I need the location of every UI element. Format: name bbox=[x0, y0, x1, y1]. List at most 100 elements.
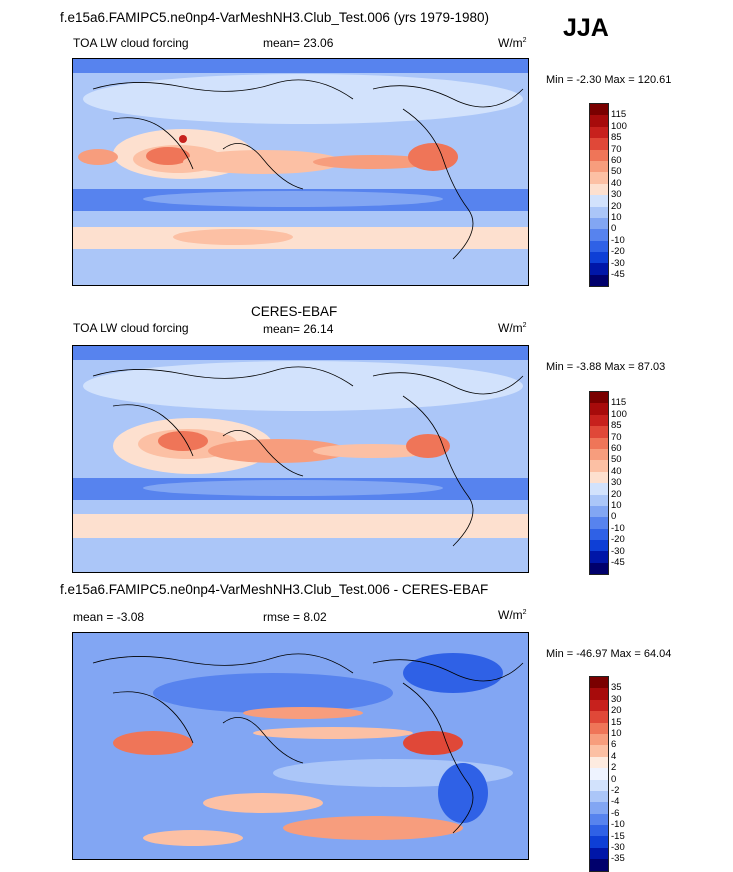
colorbar-segment bbox=[590, 448, 608, 461]
colorbar-segment bbox=[590, 813, 608, 826]
colorbar-tick-label: -30 bbox=[611, 545, 625, 557]
panel-1-mean: mean= 23.06 bbox=[263, 36, 334, 50]
colorbar-segment bbox=[590, 790, 608, 803]
colorbar-segment bbox=[590, 528, 608, 541]
colorbar-tick-label: 35 bbox=[611, 682, 622, 694]
colorbar-tick-label: -10 bbox=[611, 819, 625, 831]
colorbar-segment bbox=[590, 240, 608, 253]
colorbar-tick-label: -2 bbox=[611, 785, 620, 796]
panel-3-colorbar bbox=[589, 676, 609, 872]
colorbar-tick-label: -45 bbox=[611, 557, 625, 568]
colorbar-segment bbox=[590, 699, 608, 712]
panel-2-map bbox=[72, 345, 529, 573]
colorbar-segment bbox=[590, 505, 608, 518]
colorbar-segment bbox=[590, 426, 608, 438]
colorbar-segment bbox=[590, 195, 608, 207]
colorbar-tick-label: 10 bbox=[611, 500, 622, 511]
colorbar-segment bbox=[590, 688, 608, 700]
colorbar-segment bbox=[590, 847, 608, 860]
panel-1-map bbox=[72, 58, 529, 286]
colorbar-tick-label: 70 bbox=[611, 143, 622, 155]
colorbar-tick-label: 2 bbox=[611, 762, 617, 774]
colorbar-segment bbox=[590, 733, 608, 746]
panel-3-units: W/m2 bbox=[498, 608, 527, 622]
colorbar-segment bbox=[590, 517, 608, 529]
panel-3-rmse: rmse = 8.02 bbox=[263, 610, 327, 624]
colorbar-segment bbox=[590, 494, 608, 506]
colorbar-tick-label: 85 bbox=[611, 132, 622, 144]
colorbar-segment bbox=[590, 768, 608, 780]
colorbar-tick-label: 40 bbox=[611, 177, 622, 189]
colorbar-segment bbox=[590, 126, 608, 139]
colorbar-tick-label: 40 bbox=[611, 465, 622, 477]
panel-3-title: f.e15a6.FAMIPC5.ne0np4-VarMeshNH3.Club_T… bbox=[60, 582, 489, 597]
colorbar-tick-label: 115 bbox=[611, 397, 627, 409]
colorbar-segment bbox=[590, 172, 608, 184]
colorbar-segment bbox=[590, 483, 608, 495]
colorbar-tick-label: 15 bbox=[611, 716, 622, 728]
panel-2-title: CERES-EBAF bbox=[251, 304, 338, 319]
colorbar-segment bbox=[590, 722, 608, 734]
colorbar-segment bbox=[590, 392, 608, 404]
colorbar-tick-label: 20 bbox=[611, 200, 622, 212]
colorbar-segment bbox=[590, 437, 608, 449]
colorbar-tick-label: 6 bbox=[611, 739, 617, 751]
panel-1-minmax: Min = -2.30 Max = 120.61 bbox=[546, 74, 672, 86]
colorbar-segment bbox=[590, 460, 608, 472]
colorbar-tick-label: -15 bbox=[611, 830, 625, 842]
colorbar-segment bbox=[590, 263, 608, 275]
colorbar-segment bbox=[590, 115, 608, 127]
panel-2-mean: mean= 26.14 bbox=[263, 322, 334, 336]
colorbar-segment bbox=[590, 756, 608, 769]
panel-1-variable-label: TOA LW cloud forcing bbox=[73, 36, 189, 50]
colorbar-segment bbox=[590, 779, 608, 791]
colorbar-tick-label: 30 bbox=[611, 189, 622, 201]
panel-2-contour-field bbox=[73, 346, 528, 572]
colorbar-segment bbox=[590, 551, 608, 563]
colorbar-tick-label: 60 bbox=[611, 443, 622, 454]
colorbar-segment bbox=[590, 540, 608, 552]
panel-1-contour-field bbox=[73, 59, 528, 285]
colorbar-tick-label: 100 bbox=[611, 120, 627, 132]
colorbar-tick-label: -20 bbox=[611, 534, 625, 546]
panel-2-colorbar bbox=[589, 391, 609, 576]
panel-1-colorbar bbox=[589, 103, 609, 288]
colorbar-segment bbox=[590, 414, 608, 427]
colorbar-segment bbox=[590, 217, 608, 230]
colorbar-tick-label: 0 bbox=[611, 511, 617, 523]
colorbar-tick-label: 0 bbox=[611, 223, 617, 235]
colorbar-tick-label: 30 bbox=[611, 477, 622, 489]
colorbar-segment bbox=[590, 229, 608, 241]
colorbar-segment bbox=[590, 802, 608, 814]
colorbar-segment bbox=[590, 677, 608, 689]
colorbar-segment bbox=[590, 825, 608, 837]
colorbar-segment bbox=[590, 859, 608, 871]
colorbar-tick-label: -35 bbox=[611, 853, 625, 865]
colorbar-tick-label: -30 bbox=[611, 842, 625, 853]
colorbar-tick-label: -30 bbox=[611, 257, 625, 269]
colorbar-segment bbox=[590, 149, 608, 161]
colorbar-segment bbox=[590, 252, 608, 264]
colorbar-tick-label: 115 bbox=[611, 109, 627, 121]
colorbar-tick-label: -45 bbox=[611, 269, 625, 280]
panel-3-minmax: Min = -46.97 Max = 64.04 bbox=[546, 648, 672, 660]
colorbar-tick-label: 20 bbox=[611, 488, 622, 500]
colorbar-tick-label: 30 bbox=[611, 693, 622, 705]
colorbar-tick-label: 10 bbox=[611, 212, 622, 223]
colorbar-tick-label: 50 bbox=[611, 166, 622, 178]
colorbar-segment bbox=[590, 183, 608, 196]
panel-2-minmax: Min = -3.88 Max = 87.03 bbox=[546, 361, 666, 373]
colorbar-segment bbox=[590, 471, 608, 484]
panel-1-units: W/m2 bbox=[498, 36, 527, 50]
season-label: JJA bbox=[563, 14, 609, 42]
colorbar-tick-label: 0 bbox=[611, 773, 617, 785]
colorbar-segment bbox=[590, 836, 608, 848]
colorbar-tick-label: 4 bbox=[611, 750, 617, 762]
colorbar-tick-label: 50 bbox=[611, 454, 622, 466]
colorbar-segment bbox=[590, 160, 608, 173]
colorbar-tick-label: -10 bbox=[611, 522, 625, 534]
colorbar-tick-label: 20 bbox=[611, 705, 622, 717]
panel-3-map bbox=[72, 632, 529, 860]
colorbar-segment bbox=[590, 403, 608, 415]
colorbar-tick-label: -10 bbox=[611, 234, 625, 246]
